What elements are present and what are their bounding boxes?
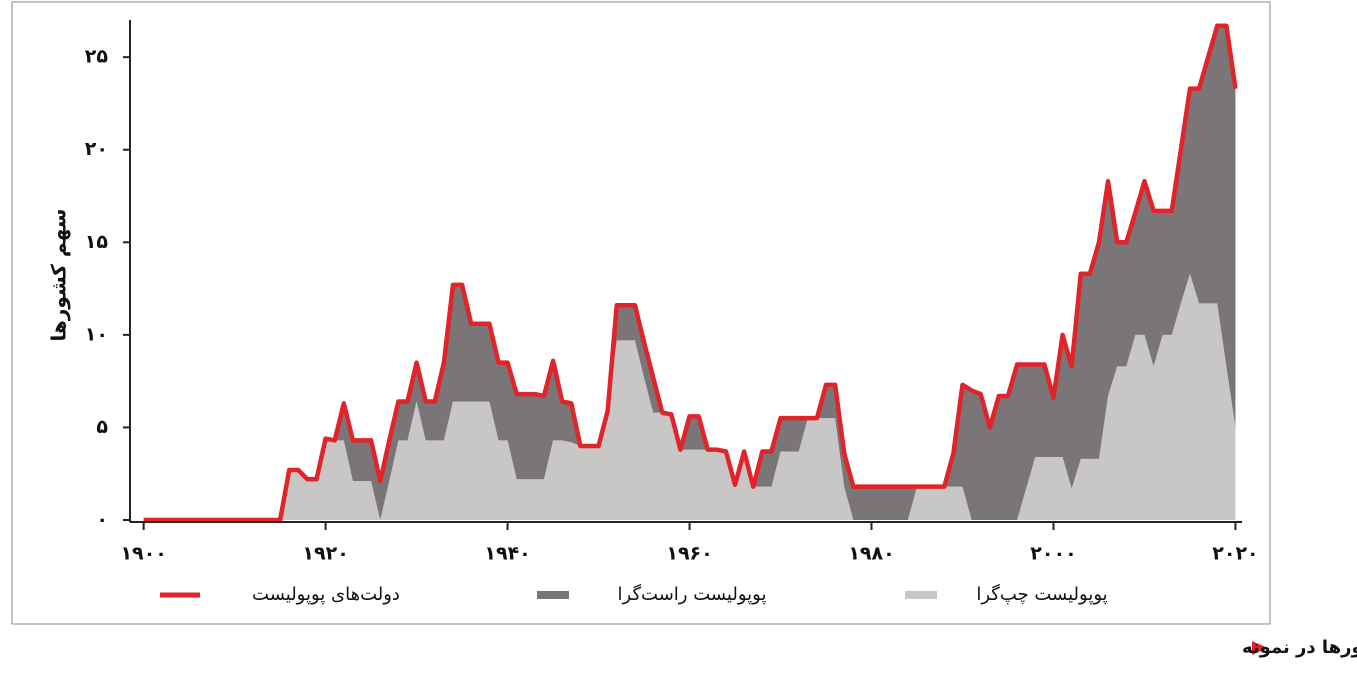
x-tick-label: ۲۰۰۰ <box>1030 543 1076 565</box>
y-tick-label: ۱۵ <box>85 231 109 253</box>
x-tick-label: ۱۹۰۰ <box>120 543 166 565</box>
area <box>143 25 1236 520</box>
x-tick-label: ۱۹۸۰ <box>848 543 894 565</box>
x-tick-label: ۲۰۲۰ <box>1212 543 1258 565</box>
y-tick-label: ۲۵ <box>85 46 109 68</box>
frame <box>11 1 1271 625</box>
line <box>143 23 1238 523</box>
x-tick-label: ۱۹۴۰ <box>484 543 530 565</box>
y-tick-label: ۱۰ <box>85 323 108 345</box>
y-tick-label: ۵ <box>96 416 108 438</box>
legend-swatch <box>537 591 569 599</box>
legend-swatch <box>905 591 937 599</box>
caption-marker <box>1252 641 1268 655</box>
y-tick-label: ۲۰ <box>85 138 108 160</box>
caption: نمودار ۱ – پوپولیست‌های در قدرت: سهم کشو… <box>1242 637 1357 658</box>
x-tick-label: ۱۹۶۰ <box>666 543 712 565</box>
y-tick-label: ۰ <box>96 509 108 531</box>
legend-label: پوپولیست راست‌گرا <box>618 583 767 605</box>
area <box>143 273 1236 520</box>
legend-label: دولت‌های پوپولیست <box>252 584 400 605</box>
y-axis-label: سهم کشورها <box>47 209 71 342</box>
x-tick-label: ۱۹۲۰ <box>302 543 348 565</box>
legend-label: پوپولیست چپ‌گرا <box>976 583 1107 605</box>
